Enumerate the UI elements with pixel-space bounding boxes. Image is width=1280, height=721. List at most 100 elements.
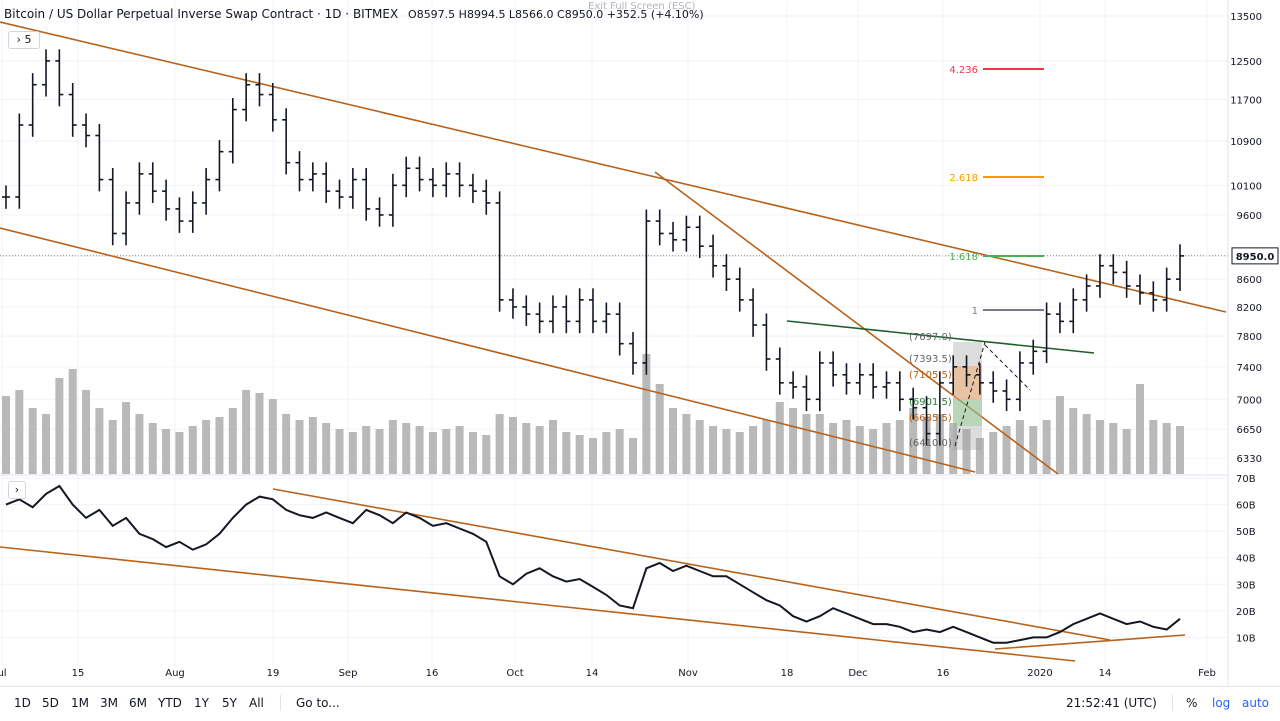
chevron-right-icon: › xyxy=(16,33,21,46)
price-bar xyxy=(495,191,504,312)
time-tick-label: Sep xyxy=(339,668,358,679)
time-tick-label: Aug xyxy=(165,668,185,679)
price-bar xyxy=(468,173,477,203)
volume-bar xyxy=(2,396,10,474)
price-tick-label: 6650 xyxy=(1237,425,1262,436)
range-ytd-button[interactable]: YTD xyxy=(158,696,182,710)
range-1y-button[interactable]: 1Y xyxy=(194,696,209,710)
volume-bar xyxy=(1122,429,1131,474)
volume-bar xyxy=(322,423,331,474)
price-bar xyxy=(682,215,691,252)
price-bar xyxy=(842,363,851,395)
range-6m-button[interactable]: 6M xyxy=(129,696,147,710)
volume-bar xyxy=(922,417,931,474)
price-bar xyxy=(402,156,411,198)
price-bar xyxy=(415,156,424,192)
price-bar xyxy=(1149,281,1158,312)
price-bar xyxy=(722,254,731,291)
volume-bar xyxy=(415,426,424,474)
time-tick-label: 14 xyxy=(586,668,599,679)
price-bar xyxy=(175,197,184,233)
percent-toggle[interactable]: % xyxy=(1186,696,1198,710)
time-tick-label: 14 xyxy=(1099,668,1112,679)
range-3m-button[interactable]: 3M xyxy=(100,696,118,710)
divider xyxy=(280,695,281,711)
price-bar xyxy=(615,302,624,356)
price-bar xyxy=(108,168,117,246)
price-bar xyxy=(922,396,931,446)
price-tick-label: 8600 xyxy=(1237,275,1262,286)
volume-bar xyxy=(1109,423,1118,474)
price-tick-label: 7800 xyxy=(1237,332,1262,343)
volume-bar xyxy=(1176,426,1184,474)
price-bar xyxy=(522,295,531,326)
price-bar xyxy=(42,49,51,97)
price-bar xyxy=(335,179,344,209)
price-level-annotation: (7393.5) xyxy=(909,354,952,365)
oscillator-tick-label: 60B xyxy=(1236,501,1256,512)
volume-bar xyxy=(762,420,771,474)
price-bar xyxy=(1176,244,1184,291)
volume-bar xyxy=(348,432,357,474)
volume-bar xyxy=(1149,420,1158,474)
price-bar xyxy=(762,313,771,371)
price-tick-label: 12500 xyxy=(1230,57,1262,68)
price-bar xyxy=(869,363,878,399)
time-tick-label: 2020 xyxy=(1027,668,1052,679)
measure-box xyxy=(953,366,982,400)
price-bar xyxy=(428,168,437,198)
price-bar xyxy=(308,162,317,192)
time-tick-label: Oct xyxy=(506,668,523,679)
indicators-toggle-button[interactable]: › 5 xyxy=(8,31,40,49)
price-bar xyxy=(1162,267,1171,312)
price-level-annotation: (7697.0) xyxy=(909,332,952,343)
exit-fullscreen-hint[interactable]: Exit Full Screen (ESC) xyxy=(588,1,696,12)
range-1d-button[interactable]: 1D xyxy=(14,696,31,710)
price-bar xyxy=(1015,351,1024,412)
volume-bar xyxy=(882,423,891,474)
price-bar xyxy=(322,162,331,203)
last-price-tag xyxy=(1231,247,1279,265)
chart-title: Bitcoin / US Dollar Perpetual Inverse Sw… xyxy=(4,7,399,21)
range-5d-button[interactable]: 5D xyxy=(42,696,59,710)
chart-header: Bitcoin / US Dollar Perpetual Inverse Sw… xyxy=(4,7,704,21)
volume-bar xyxy=(1002,426,1011,474)
volume-bar xyxy=(522,423,531,474)
volume-bar xyxy=(909,408,918,474)
log-toggle[interactable]: log xyxy=(1212,696,1231,710)
bottom-toolbar: 1D 5D 1M 3M 6M YTD 1Y 5Y All Go to... 21… xyxy=(0,686,1280,721)
price-bar xyxy=(455,162,464,198)
oscillator-tick-label: 70B xyxy=(1236,474,1256,485)
volume-bar xyxy=(695,420,704,474)
price-tick-label: 13500 xyxy=(1230,12,1262,23)
price-bar xyxy=(375,197,384,227)
price-bar xyxy=(629,332,638,375)
price-bar xyxy=(1109,254,1118,285)
trendlines xyxy=(0,21,1227,662)
volume-bar xyxy=(428,432,437,474)
price-bar xyxy=(282,108,291,175)
price-tick-label: 8200 xyxy=(1237,303,1262,314)
auto-toggle[interactable]: auto xyxy=(1242,696,1270,710)
price-bar xyxy=(1055,302,1064,334)
lower-channel-line xyxy=(0,227,976,473)
price-bar xyxy=(202,168,211,215)
range-all-button[interactable]: All xyxy=(249,696,264,710)
price-bar xyxy=(55,49,64,107)
volume-bar xyxy=(255,393,264,474)
chart-canvas[interactable]: 4.236 2.618 1.618 1 (7697.0) (7393.5) (7105.5… xyxy=(0,0,1280,686)
oscillator-toggle-button[interactable]: › xyxy=(8,481,26,499)
volume-bar xyxy=(562,432,571,474)
oscillator-tick-label: 30B xyxy=(1236,580,1256,591)
volume-bar xyxy=(775,402,784,474)
goto-button[interactable]: Go to... xyxy=(296,696,340,710)
price-axis: 13500 12500 11700 10900 10100 9600 8600 8200 780… xyxy=(1230,12,1279,465)
range-5y-button[interactable]: 5Y xyxy=(222,696,237,710)
price-bar xyxy=(508,288,517,319)
price-bar xyxy=(1135,274,1144,305)
price-bar xyxy=(709,234,718,278)
price-bar xyxy=(882,371,891,399)
range-1m-button[interactable]: 1M xyxy=(71,696,89,710)
volume-bar xyxy=(202,420,211,474)
time-tick-label: 18 xyxy=(781,668,794,679)
